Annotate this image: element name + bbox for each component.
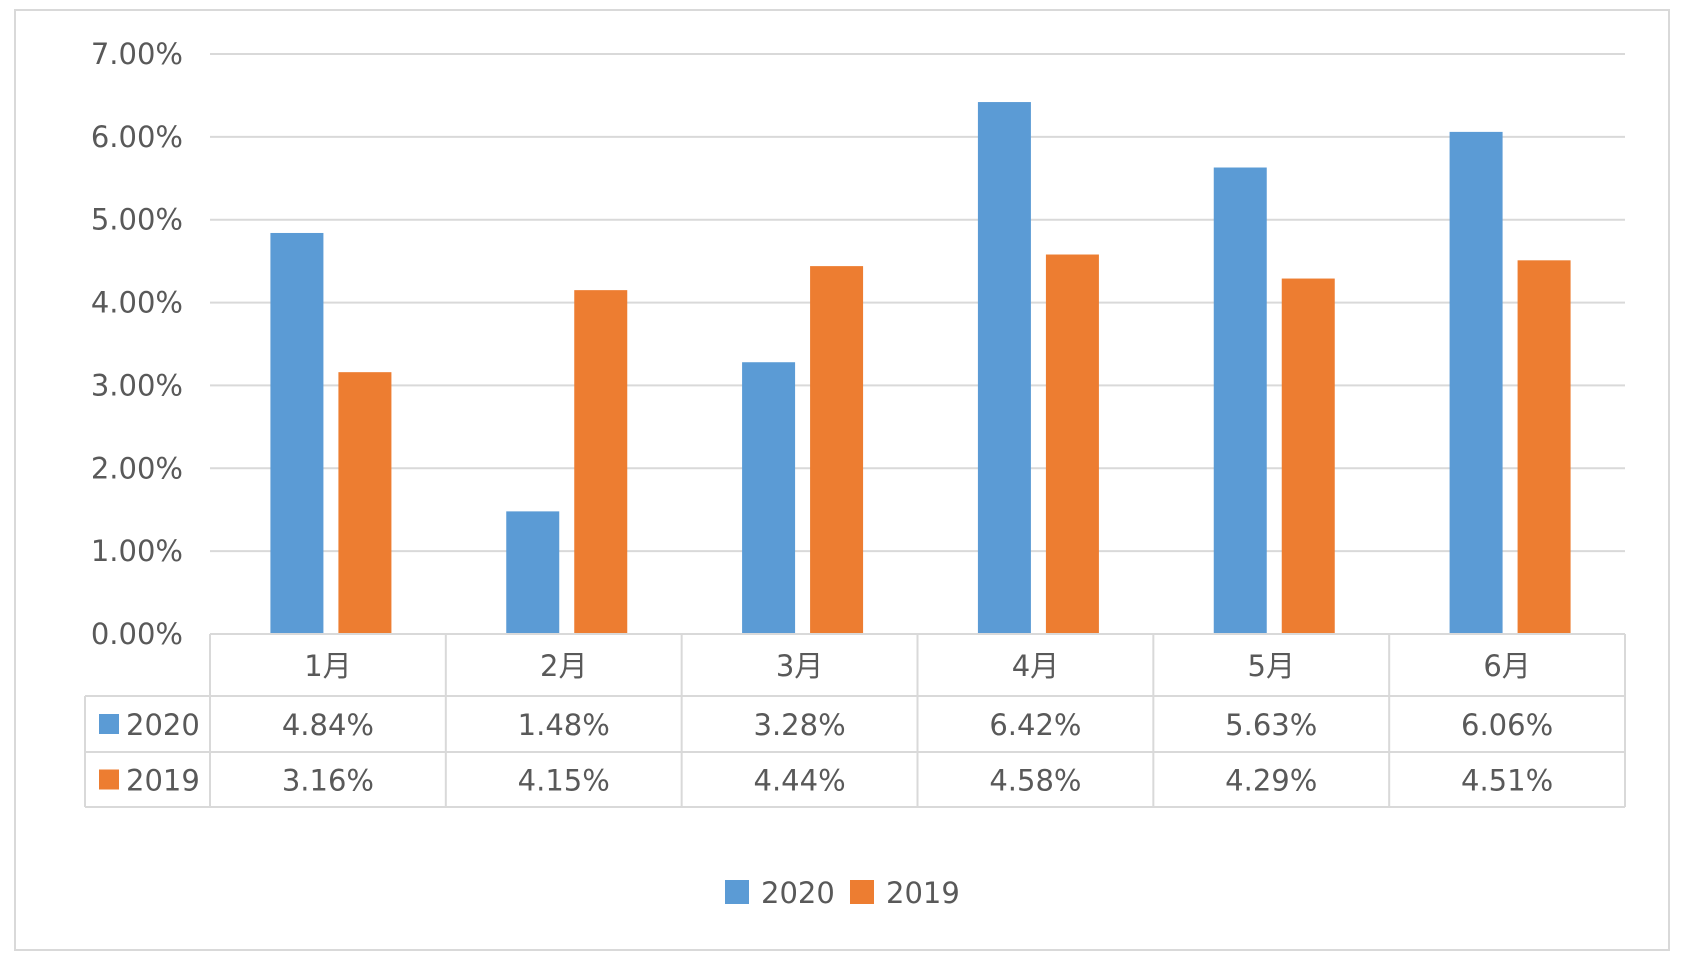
data-label: 4.44% xyxy=(754,764,846,798)
data-label: 4.29% xyxy=(1225,764,1317,798)
table-legend-swatch-2020 xyxy=(99,714,119,734)
bar-2019-4 xyxy=(1045,254,1099,634)
x-category-label: 1月 xyxy=(304,649,351,683)
x-category-label: 3月 xyxy=(776,649,823,683)
bar-2020-2 xyxy=(506,511,560,634)
bar-2019-5 xyxy=(1281,278,1335,634)
y-tick-label: 5.00% xyxy=(91,203,183,237)
x-category-label: 5月 xyxy=(1248,649,1295,683)
legend-label: 2020 xyxy=(761,876,835,910)
bar-2019-2 xyxy=(574,290,628,634)
y-tick-label: 4.00% xyxy=(91,286,183,320)
table-legend-swatch-2019 xyxy=(99,769,119,790)
data-label: 3.16% xyxy=(282,764,374,798)
bar-2019-1 xyxy=(338,372,392,634)
y-tick-label: 6.00% xyxy=(91,120,183,154)
data-label: 5.63% xyxy=(1225,708,1317,742)
data-label: 1.48% xyxy=(518,708,610,742)
bar-2019-3 xyxy=(810,266,864,634)
data-label: 6.06% xyxy=(1461,708,1553,742)
x-category-label: 2月 xyxy=(540,649,587,683)
data-label: 6.42% xyxy=(989,708,1081,742)
table-series-label: 2019 xyxy=(126,764,200,798)
x-category-label: 6月 xyxy=(1483,649,1530,683)
y-tick-label: 0.00% xyxy=(91,617,183,651)
x-category-label: 4月 xyxy=(1012,649,1059,683)
legend-label: 2019 xyxy=(886,876,960,910)
y-tick-label: 3.00% xyxy=(91,368,183,402)
table-series-label: 2020 xyxy=(126,708,200,742)
bar-2020-4 xyxy=(977,102,1031,635)
bar-2020-3 xyxy=(742,362,796,634)
y-tick-label: 7.00% xyxy=(91,37,183,71)
legend-swatch-2020 xyxy=(725,880,749,904)
bar-2019-6 xyxy=(1517,260,1571,634)
data-label: 4.15% xyxy=(518,764,610,798)
legend-swatch-2019 xyxy=(850,880,874,904)
bar-2020-1 xyxy=(270,232,324,634)
data-label: 3.28% xyxy=(754,708,846,742)
bar-2020-5 xyxy=(1213,167,1267,634)
data-label: 4.51% xyxy=(1461,764,1553,798)
y-tick-label: 1.00% xyxy=(91,534,183,568)
bar-2020-6 xyxy=(1449,131,1503,634)
data-label: 4.84% xyxy=(282,708,374,742)
data-label: 4.58% xyxy=(989,764,1081,798)
y-tick-label: 2.00% xyxy=(91,451,183,485)
